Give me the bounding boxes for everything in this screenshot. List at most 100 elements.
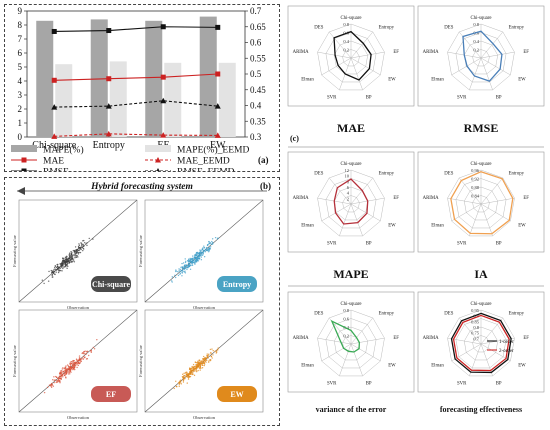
radar-axis-label: EW (388, 224, 396, 229)
scatter-point (184, 372, 187, 374)
scatter-point (52, 385, 55, 387)
scatter-point (72, 362, 74, 364)
scatter-point (61, 266, 63, 269)
scatter-point (209, 359, 212, 362)
panel-a-chart: 0 1 2 3 4 5 6 7 8 9 0.3 0.35 0.4 0.45 0.5 0.55 0.6 0.65 0.… (11, 6, 266, 172)
bar-mape-eemd (218, 62, 236, 137)
badge (217, 276, 257, 292)
scatter-point (190, 264, 192, 267)
scatter-point (69, 363, 72, 366)
radar-spoke (480, 177, 504, 205)
panel-c-radars: (c) Chi-square Entropy EF EW BP SVR Elman ARIMA D… (287, 5, 545, 414)
scatter-point (78, 362, 81, 364)
scatter-point (59, 370, 62, 372)
left-tick-label: 4 (18, 76, 23, 86)
scatter-point (51, 276, 54, 278)
scatter-point (78, 243, 80, 245)
radar-ring (472, 195, 490, 213)
radar-spoke (350, 317, 374, 345)
scatter-point (61, 270, 63, 272)
scatter-point (69, 373, 71, 375)
scatter-point (189, 257, 191, 260)
scatter-point (198, 252, 201, 254)
scatter-point (53, 376, 55, 378)
radar-ring (447, 23, 515, 91)
radar-spoke (350, 57, 381, 76)
scatter-point (66, 256, 68, 258)
right-tick-label: 0.6 (250, 38, 262, 48)
scatter-point (70, 363, 73, 365)
scatter-point (216, 349, 219, 351)
scatter-point (197, 366, 200, 368)
scatter-point (208, 247, 211, 249)
panel-c-label: (c) (290, 134, 299, 143)
scatter-point (203, 364, 205, 367)
radar-series (462, 30, 503, 82)
legend-label: RMSE (43, 168, 69, 172)
radar-axis-label: Entropy (509, 172, 525, 177)
scatter-point (71, 251, 73, 254)
scatter-point (56, 381, 59, 383)
scatter-point (182, 270, 184, 272)
scatter-plot-ew: Observation Forecasting value EW (138, 309, 264, 420)
scatter-point (203, 358, 205, 360)
scatter-point (186, 372, 188, 374)
radar-spoke (350, 31, 374, 59)
radar-ring (447, 309, 515, 377)
scatter-point (69, 259, 71, 262)
scatter-point (71, 361, 73, 363)
scatter-point (190, 258, 193, 261)
x-tick-label: Chi-square (32, 140, 76, 151)
scatter-point (72, 249, 75, 252)
marker-triangle (214, 132, 221, 138)
scatter-point (178, 270, 180, 272)
radar-spoke (350, 51, 385, 59)
scatter-point (178, 385, 180, 387)
scatter-point (183, 375, 185, 378)
radar-legend-label: 2-order (499, 349, 514, 354)
scatter-point (182, 376, 184, 379)
scatter-point (64, 366, 66, 369)
scatter-point (175, 385, 178, 388)
radar-axis-label: DES (444, 26, 453, 31)
legend-marker (156, 168, 160, 171)
bar-mape-eemd (55, 64, 73, 137)
radar-mae: Chi-square Entropy EF EW BP SVR Elman ARIMA DES 0… (287, 5, 415, 107)
radar-ring (325, 318, 377, 369)
scatter-point (82, 240, 84, 242)
scatter-point (79, 251, 82, 254)
marker-square (106, 28, 112, 34)
scatter-point (60, 377, 62, 379)
radar-axis-label: DES (314, 172, 323, 177)
scatter-point (74, 253, 76, 255)
scatter-point (189, 263, 191, 265)
scatter-point (197, 363, 200, 365)
scatter-point (201, 254, 204, 256)
radar-ring (342, 195, 360, 213)
scatter-point (96, 339, 98, 341)
line-rmse (54, 26, 218, 33)
scatter-point (65, 373, 68, 375)
radar-axis-label: SVR (327, 382, 337, 387)
scatter-point (203, 361, 205, 364)
scatter-point (187, 260, 189, 262)
radar-axis-label: Chi-square (470, 302, 491, 307)
scatter-point (70, 260, 73, 263)
scatter-point (195, 367, 198, 370)
scatter-point (193, 257, 195, 259)
scatter-plot-entropy: Observation Forecasting value Entropy (138, 199, 264, 310)
radar-axis-label: DES (444, 172, 453, 177)
scatter-point (61, 368, 63, 370)
scatter-point (67, 365, 70, 367)
radar-axis-label: EF (393, 50, 399, 55)
scatter-point (57, 263, 59, 266)
scatter-point (72, 359, 74, 362)
scatter-point (194, 260, 197, 262)
scatter-point (170, 280, 173, 282)
scatter-point (77, 249, 79, 251)
scatter-point (68, 255, 71, 257)
scatter-point (187, 377, 190, 379)
scatter-point (69, 361, 72, 363)
badge-label: Entropy (223, 280, 251, 289)
scatter-point (175, 380, 177, 382)
